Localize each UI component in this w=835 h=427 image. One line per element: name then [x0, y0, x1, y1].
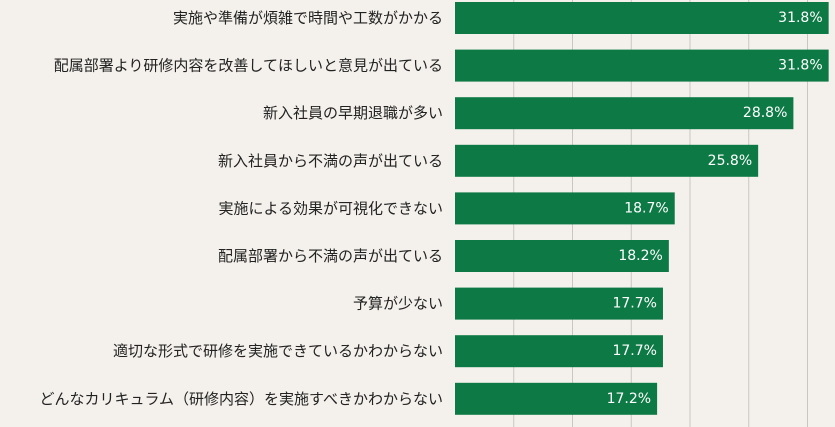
- category-label: 配属部署から不満の声が出ている: [218, 247, 443, 265]
- bar: [455, 192, 675, 225]
- category-labels: 実施や準備が煩雑で時間や工数がかかる配属部署より研修内容を改善してほしいと意見が…: [39, 9, 443, 408]
- category-label: 配属部署より研修内容を改善してほしいと意見が出ている: [54, 57, 443, 75]
- bar: [455, 2, 829, 34]
- bar: [455, 97, 794, 130]
- category-label: 実施や準備が煩雑で時間や工数がかかる: [173, 9, 443, 27]
- category-label: 適切な形式で研修を実施できているかわからない: [113, 342, 443, 360]
- value-label: 17.7%: [612, 296, 656, 312]
- category-label: 実施による効果が可視化できない: [218, 199, 443, 217]
- bar: [455, 382, 658, 415]
- value-label: 31.8%: [778, 10, 822, 26]
- category-label: 予算が少ない: [353, 295, 443, 313]
- value-label: 17.7%: [612, 343, 656, 359]
- value-labels: 31.8% 31.8% 28.8% 25.8% 18.7% 18.2% 17.7% 17.7%…: [607, 10, 823, 407]
- bar: [455, 240, 669, 272]
- value-label: 18.7%: [624, 200, 668, 216]
- category-label: 新入社員から不満の声が出ている: [218, 152, 443, 170]
- bars: [455, 2, 829, 415]
- bar: [455, 144, 759, 177]
- category-label: どんなカリキュラム（研修内容）を実施すべきかわからない: [39, 390, 443, 408]
- value-label: 25.8%: [708, 153, 752, 169]
- bar: [455, 335, 663, 368]
- value-label: 18.2%: [618, 248, 662, 264]
- value-label: 28.8%: [743, 105, 787, 121]
- category-label: 新入社員の早期退職が多い: [263, 104, 443, 122]
- value-label: 17.2%: [607, 391, 651, 407]
- bar: [455, 49, 829, 82]
- bar: [455, 287, 663, 320]
- value-label: 31.8%: [778, 58, 822, 74]
